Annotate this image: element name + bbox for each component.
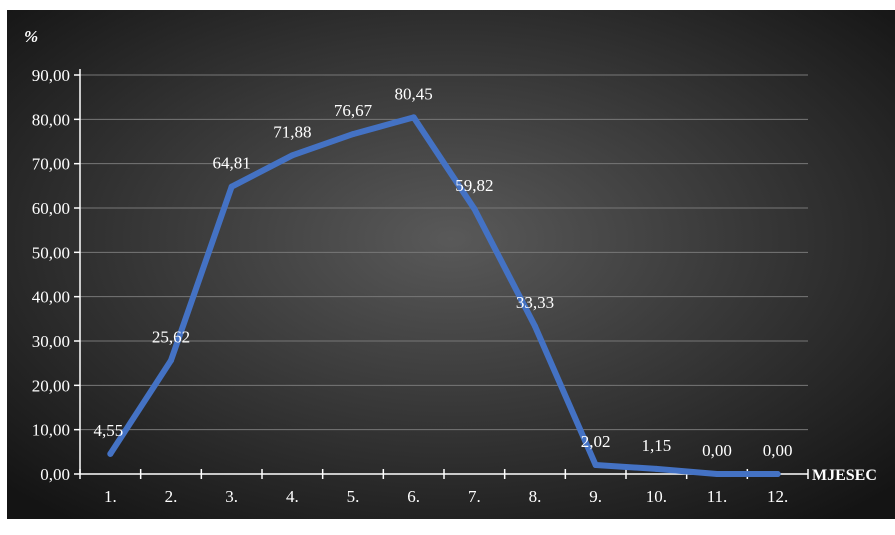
x-tick-label: 5.	[347, 487, 360, 506]
data-point	[714, 471, 720, 477]
y-axis-title: %	[24, 27, 38, 46]
data-point	[107, 450, 114, 457]
y-tick-label: 20,00	[32, 376, 70, 395]
data-point	[532, 323, 538, 330]
x-tick-label: 2.	[165, 487, 178, 506]
axes: 0,00 10,00 20,00 30,00 40,00 50,00 60,00 70,00 8…	[32, 66, 809, 506]
x-axis-title: MJESEC	[812, 467, 877, 484]
data-label: 71,88	[273, 122, 311, 141]
data-point	[774, 471, 781, 477]
chart-background	[7, 10, 895, 519]
x-tick-label: 7.	[468, 487, 481, 506]
data-point	[471, 205, 478, 212]
x-tick-label: 1.	[104, 487, 117, 506]
data-label: 2,02	[581, 432, 611, 451]
data-point	[228, 183, 235, 190]
data-label: 4,55	[93, 421, 123, 440]
y-tick-label: 70,00	[32, 155, 70, 174]
data-point	[410, 114, 417, 121]
x-tick-label: 11.	[707, 487, 728, 506]
gridlines	[80, 74, 808, 431]
data-point	[350, 131, 356, 138]
x-tick-label: 4.	[286, 487, 299, 506]
data-label: 0,00	[763, 441, 793, 460]
data-label: 76,67	[334, 101, 373, 120]
y-tick-label: 40,00	[32, 288, 70, 307]
x-tick-label: 10.	[646, 487, 667, 506]
x-tick-label: 9.	[589, 487, 602, 506]
data-label: 59,82	[455, 176, 493, 195]
data-label: 33,33	[516, 293, 554, 312]
x-tick-label: 12.	[767, 487, 788, 506]
y-tick-label: 10,00	[32, 421, 70, 440]
y-tick-label: 0,00	[40, 465, 70, 484]
data-point	[289, 152, 296, 159]
y-tick-label: 50,00	[32, 243, 70, 262]
series	[107, 114, 781, 477]
y-tick-label: 30,00	[32, 332, 70, 351]
x-tick-label: 3.	[225, 487, 238, 506]
data-label: 64,81	[213, 154, 251, 173]
y-tick-label: 90,00	[32, 66, 70, 85]
data-point	[653, 465, 660, 472]
data-labels: 4,55 25,62 64,81 71,88 76,67 80,45 59,82 33,33 2…	[93, 84, 792, 460]
data-label: 80,45	[395, 84, 433, 103]
series-line	[107, 114, 781, 477]
data-point	[168, 357, 174, 364]
y-tick-label: 80,00	[32, 110, 70, 129]
data-label: 0,00	[702, 441, 732, 460]
data-label: 1,15	[641, 436, 671, 455]
x-tick-label: 6.	[407, 487, 420, 506]
data-label: 25,62	[152, 327, 190, 346]
data-point	[592, 462, 599, 469]
y-tick-label: 60,00	[32, 199, 70, 218]
x-tick-label: 8.	[529, 487, 542, 506]
